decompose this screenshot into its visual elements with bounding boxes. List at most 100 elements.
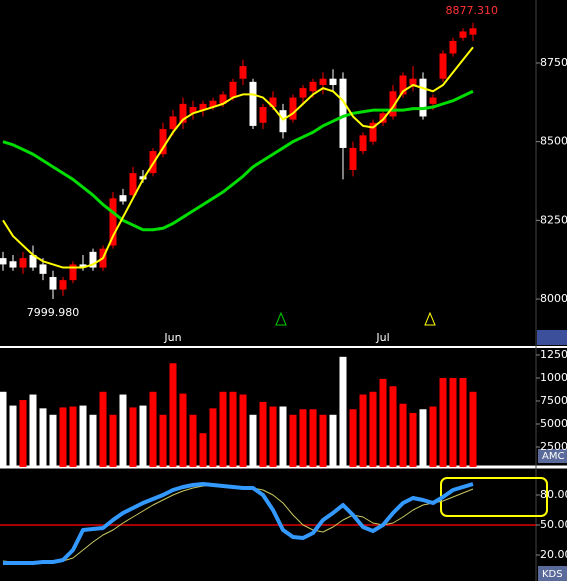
candle-body bbox=[179, 103, 187, 123]
volume-bar bbox=[299, 409, 307, 467]
volume-bar bbox=[249, 414, 257, 467]
line-series bbox=[3, 482, 474, 565]
x-tick-label: Jun bbox=[163, 331, 181, 344]
y-tick-label: 80.00 bbox=[540, 488, 567, 501]
candle-body bbox=[129, 173, 137, 196]
volume-bar bbox=[179, 393, 187, 467]
candle-body bbox=[229, 81, 237, 98]
panel-tag bbox=[538, 449, 567, 463]
volume-bar bbox=[409, 412, 417, 467]
volume-bar bbox=[99, 391, 107, 467]
volume-bar bbox=[289, 414, 297, 467]
candle-body bbox=[419, 78, 427, 117]
volume-bar bbox=[459, 377, 467, 467]
candle-body bbox=[389, 91, 397, 117]
volume-bar bbox=[109, 414, 117, 467]
volume-bar bbox=[39, 408, 47, 467]
volume-bar bbox=[359, 394, 367, 467]
volume-bar bbox=[19, 400, 27, 467]
candle-body bbox=[89, 251, 97, 268]
volume-bar bbox=[279, 406, 287, 467]
candle-body bbox=[19, 258, 27, 268]
candle-body bbox=[469, 28, 477, 35]
y-tick-label: 8000 bbox=[540, 292, 567, 305]
panel-title: KDS bbox=[542, 569, 563, 580]
candle-body bbox=[439, 53, 447, 79]
volume-bar bbox=[129, 407, 137, 467]
volume-bar bbox=[369, 391, 377, 467]
candle-body bbox=[39, 264, 47, 274]
y-tick-label: 7500 bbox=[540, 394, 567, 407]
candle-body bbox=[459, 31, 467, 38]
candle-body bbox=[279, 110, 287, 133]
candle-body bbox=[309, 81, 317, 92]
candle-body bbox=[49, 277, 57, 290]
y-tick-label: 1000 bbox=[540, 371, 567, 384]
y-tick-label: 50.00 bbox=[540, 518, 567, 531]
candle-body bbox=[109, 198, 117, 246]
low-label: 7999.980 bbox=[27, 306, 80, 319]
volume-bar bbox=[189, 414, 197, 467]
volume-bar bbox=[69, 406, 77, 467]
candle-body bbox=[119, 195, 127, 202]
volume-bar bbox=[399, 403, 407, 467]
candle-body bbox=[199, 103, 207, 111]
candle-body bbox=[329, 78, 337, 85]
volume-bar bbox=[419, 409, 427, 467]
candle-body bbox=[189, 107, 197, 114]
signal-marker bbox=[275, 311, 287, 326]
volume-bar bbox=[119, 394, 127, 467]
candle-body bbox=[219, 94, 227, 104]
candle-body bbox=[429, 97, 437, 104]
candle-body bbox=[369, 122, 377, 142]
volume-bar bbox=[429, 406, 437, 467]
volume-bar bbox=[269, 406, 277, 467]
y-tick-label: 2500 bbox=[540, 440, 567, 453]
volume-bar bbox=[89, 414, 97, 467]
y-tick-label: 1250 bbox=[540, 348, 567, 361]
panel-tag bbox=[538, 566, 567, 581]
candle-body bbox=[409, 78, 417, 85]
candle-body bbox=[319, 78, 327, 85]
volume-bar bbox=[469, 391, 477, 467]
candle-body bbox=[9, 261, 17, 268]
candle-body bbox=[289, 97, 297, 120]
candle-body bbox=[249, 81, 257, 126]
volume-bar bbox=[389, 386, 397, 467]
candle-body bbox=[159, 129, 167, 155]
y-tick-label: 8500 bbox=[540, 135, 567, 148]
volume-bar bbox=[169, 363, 177, 467]
candle-body bbox=[359, 135, 367, 152]
volume-bar bbox=[59, 407, 67, 467]
candle-body bbox=[0, 258, 7, 265]
volume-bar bbox=[209, 408, 217, 467]
axis-box bbox=[537, 330, 567, 345]
volume-bar bbox=[379, 378, 387, 467]
volume-bar bbox=[229, 391, 237, 467]
candle-body bbox=[299, 88, 307, 98]
volume-bar bbox=[239, 394, 247, 467]
y-tick-label: 5000 bbox=[540, 417, 567, 430]
volume-bar bbox=[149, 391, 157, 467]
volume-bar bbox=[159, 414, 167, 467]
line-series bbox=[2, 89, 474, 232]
panel-title: AMC bbox=[542, 451, 564, 462]
y-tick-label: 8750 bbox=[540, 56, 567, 69]
volume-bar bbox=[339, 356, 347, 467]
volume-bar bbox=[349, 409, 357, 467]
volume-bar bbox=[0, 391, 7, 467]
volume-bar bbox=[139, 405, 147, 467]
x-tick-label: Jul bbox=[375, 331, 389, 344]
volume-bar bbox=[329, 414, 337, 467]
candle-body bbox=[169, 116, 177, 130]
candle-body bbox=[349, 147, 357, 170]
candle-body bbox=[29, 254, 37, 268]
candle-body bbox=[259, 107, 267, 123]
volume-bar bbox=[309, 409, 317, 467]
candle-body bbox=[339, 78, 347, 148]
volume-bar bbox=[259, 401, 267, 467]
high-label: 8877.310 bbox=[446, 4, 499, 17]
candle-body bbox=[59, 280, 67, 290]
